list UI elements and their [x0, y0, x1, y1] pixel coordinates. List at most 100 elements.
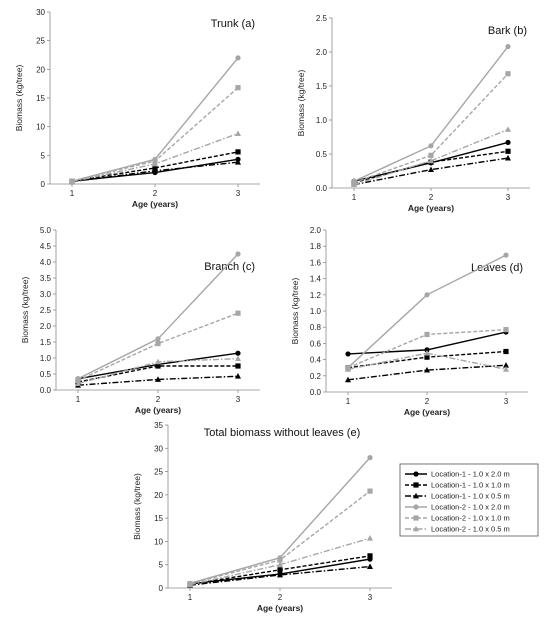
chart-title: Branch (c)	[204, 261, 255, 273]
legend-marker	[413, 471, 419, 477]
chart-title: Trunk (a)	[211, 18, 255, 30]
legend-entry: Location-1 - 1.0 x 1.0 m	[405, 481, 510, 490]
data-point	[428, 152, 434, 158]
legend-marker	[413, 504, 419, 510]
x-tick-label: 2	[429, 193, 434, 202]
x-tick-label: 3	[506, 193, 511, 202]
data-point	[424, 366, 430, 373]
x-tick-label: 2	[156, 395, 161, 404]
y-tick-label: 0.2	[310, 372, 322, 381]
y-tick-label: 5.0	[40, 226, 52, 235]
data-point	[367, 563, 373, 569]
x-tick-label: 3	[504, 397, 509, 406]
data-point	[367, 534, 373, 541]
data-point	[277, 557, 283, 563]
legend-entry: Location-2 - 1.0 x 1.0 m	[405, 514, 510, 523]
y-tick-label: 2.0	[310, 226, 322, 235]
chart-panel-2: 0.0 0.5 1.0 1.5 2.0 2.5 1 2 3 Age (years) Biomass …	[296, 14, 530, 213]
data-point	[75, 380, 81, 386]
data-point	[424, 292, 430, 298]
y-tick-label: 25	[36, 37, 45, 46]
y-axis-label: Biomass (kg/tree)	[14, 65, 24, 132]
x-tick-label: 1	[70, 189, 75, 198]
legend-marker	[413, 492, 419, 499]
y-tick-label: 1.4	[310, 275, 322, 284]
series-6	[69, 130, 241, 185]
x-axis-label: Age (years)	[257, 603, 303, 613]
data-point	[155, 376, 161, 382]
series-line	[347, 364, 507, 381]
legend-marker	[413, 525, 419, 532]
y-tick-label: 20	[154, 491, 163, 500]
data-point	[428, 143, 434, 149]
legend-label: Location-2 - 1.0 x 1.0 m	[431, 514, 510, 523]
data-point	[235, 310, 241, 316]
y-tick-label: 35	[154, 421, 163, 430]
y-tick-label: 1.5	[316, 82, 328, 91]
chart-panel-1: 0 5 10 15 20 25 30 1 2 3 Age (years) Biomass (kg/tr…	[14, 8, 260, 209]
y-tick-label: 0	[159, 584, 164, 593]
data-point	[367, 553, 373, 559]
chart-panel-3: 0.0 0.5 1.0 1.5 2.0 2.5 3.0 3.5 4.0 4.5 5.0 1 2 3 Age …	[20, 226, 260, 415]
data-point	[424, 349, 430, 356]
data-point	[505, 139, 511, 146]
series-4	[75, 251, 241, 382]
x-tick-label: 3	[236, 189, 241, 198]
data-point	[235, 85, 241, 91]
data-point	[503, 348, 509, 355]
legend-entry: Location-1 - 1.0 x 2.0 m	[405, 470, 510, 479]
series-line	[77, 375, 239, 386]
y-tick-label: 1.0	[310, 307, 322, 316]
x-axis-label: Age (years)	[132, 199, 178, 209]
x-tick-label: 3	[368, 593, 373, 602]
x-axis-label: Age (years)	[408, 203, 454, 213]
data-point	[235, 251, 241, 257]
legend-entry: Location-2 - 1.0 x 2.0 m	[405, 503, 510, 512]
data-point	[187, 581, 193, 588]
y-tick-label: 2.5	[316, 14, 328, 23]
series-6	[187, 534, 373, 588]
data-point	[235, 350, 241, 356]
y-tick-label: 1.8	[310, 242, 322, 251]
data-point	[235, 373, 241, 379]
data-point	[235, 363, 241, 369]
y-tick-label: 2.0	[40, 322, 52, 331]
y-tick-label: 0	[41, 180, 46, 189]
x-tick-label: 2	[425, 397, 430, 406]
data-point	[505, 71, 511, 77]
y-tick-label: 1.0	[316, 116, 328, 125]
y-tick-label: 5	[159, 561, 164, 570]
x-tick-label: 2	[153, 189, 158, 198]
data-point	[155, 341, 161, 347]
data-point	[277, 567, 283, 573]
data-point	[277, 561, 283, 568]
y-tick-label: 4.0	[40, 258, 52, 267]
legend-label: Location-2 - 1.0 x 0.5 m	[431, 525, 510, 534]
x-axis-label: Age (years)	[135, 405, 181, 415]
y-axis-label: Biomass (kg/tree)	[296, 70, 306, 137]
data-point	[505, 126, 511, 132]
legend: Location-1 - 1.0 x 2.0 m Location-1 - 1.0…	[399, 463, 539, 537]
data-point	[428, 157, 434, 164]
y-tick-label: 10	[154, 537, 163, 546]
y-axis-label: Biomass (kg/tree)	[290, 278, 300, 345]
data-point	[505, 154, 511, 161]
x-tick-label: 3	[236, 395, 241, 404]
data-point	[69, 178, 75, 185]
y-tick-label: 30	[154, 444, 163, 453]
series-line	[77, 312, 239, 382]
series-line	[189, 565, 371, 586]
y-tick-label: 2.5	[40, 306, 52, 315]
data-point	[235, 159, 241, 165]
y-tick-label: 0.5	[40, 370, 52, 379]
data-point	[152, 167, 158, 174]
y-tick-label: 15	[154, 514, 163, 523]
series-6	[345, 349, 509, 372]
y-tick-label: 3.0	[40, 290, 52, 299]
data-point	[503, 252, 509, 258]
y-tick-label: 1.5	[40, 338, 52, 347]
series-line	[353, 73, 509, 184]
data-point	[505, 148, 511, 154]
chart-panel-4: 0.0 0.2 0.4 0.6 0.8 1.0 1.2 1.4 1.6 1.8 2.0 1 2 3 Age …	[290, 226, 528, 417]
